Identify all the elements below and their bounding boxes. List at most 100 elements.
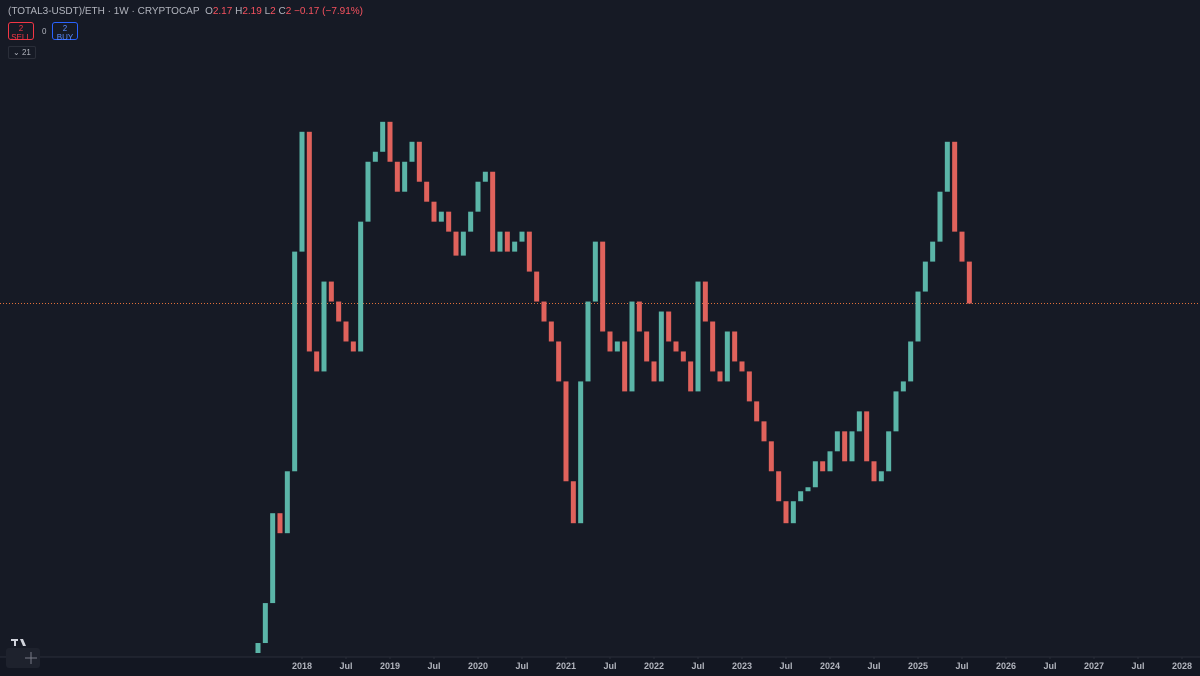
candle [284,471,290,534]
candle [380,121,386,152]
candle [937,191,943,242]
x-tick-label: 2025 [908,661,928,671]
candle [438,211,444,222]
candle [871,461,877,482]
candle [915,291,921,342]
x-tick-label: Jul [867,661,880,671]
candle [526,231,532,272]
candle [468,211,474,232]
candle [790,501,796,524]
spread: 0 [42,27,47,36]
candle [482,171,488,182]
x-tick-label: Jul [339,661,352,671]
candle [306,131,312,352]
candle [592,241,598,302]
candle [629,301,635,392]
candle [768,441,774,472]
candle [944,141,950,192]
candle [695,281,701,392]
candle [651,361,657,382]
x-tick-label: 2027 [1084,661,1104,671]
candle [270,513,276,604]
candle [717,371,723,382]
candle [812,461,818,488]
candle [600,241,606,332]
candle [776,471,782,502]
candle [622,341,628,392]
tv-logo [11,639,26,646]
candle [299,131,305,252]
candle [358,221,364,352]
c-label: C [278,6,286,17]
x-tick-label: 2026 [996,661,1016,671]
time-axis [0,657,1200,676]
candle [688,361,694,392]
candle [783,501,789,524]
sell-label: SELL [11,33,31,42]
indicators-toggle[interactable]: ⌄ 21 [8,46,36,59]
candle [424,181,430,202]
candle [336,301,342,322]
candle [754,401,760,422]
candle [614,341,620,352]
candle [864,411,870,462]
h-label: H [235,6,243,17]
candle [563,381,569,482]
x-tick-label: 2020 [468,661,488,671]
candle [255,643,261,654]
change: −0.17 (−7.91%) [294,6,363,17]
x-tick-label: 2028 [1172,661,1192,671]
symbol: (TOTAL3-USDT)/ETH · 1W · CRYPTOCAP [8,6,200,17]
candle [842,431,848,462]
candle [343,321,349,342]
x-tick-label: Jul [427,661,440,671]
o-label: O [205,6,213,17]
candle [827,451,833,472]
candle [644,331,650,362]
x-tick-label: 2024 [820,661,840,671]
candle [292,251,298,472]
candle [387,121,393,162]
c-value: 2 [285,6,292,17]
candle [431,201,437,222]
candle [856,411,862,432]
indicators-count: 21 [21,48,31,57]
candle [372,151,378,162]
candle [409,141,415,162]
candle [314,351,320,372]
candle [277,513,283,534]
h-value: 2.19 [242,6,262,17]
candle [878,471,884,482]
candle [321,281,327,372]
x-tick-label: Jul [779,661,792,671]
candle [732,331,738,362]
candle [578,381,584,524]
candle [908,341,914,382]
candle [460,231,466,256]
candle [900,381,906,392]
candle [959,231,965,262]
candle [636,301,642,332]
candle [746,371,752,402]
candle [952,141,958,232]
sell-button[interactable]: 2 SELL [8,22,34,42]
candle [512,241,518,252]
candle [849,431,855,462]
candle [680,351,686,362]
x-tick-label: Jul [955,661,968,671]
candle [966,261,972,304]
candle [402,161,408,192]
sell-qty: 2 [18,24,24,33]
candle [262,603,268,644]
l-label: L [264,6,271,17]
candle [446,211,452,232]
candle [710,321,716,372]
legend: (TOTAL3-USDT)/ETH · 1W · CRYPTOCAP O2.17… [8,6,363,17]
candle [666,311,672,342]
candle [886,431,892,472]
candle [394,161,400,192]
candle [548,321,554,342]
buy-button[interactable]: 2 BUY [52,22,78,42]
candle [805,487,811,492]
o-value: 2.17 [212,6,233,17]
